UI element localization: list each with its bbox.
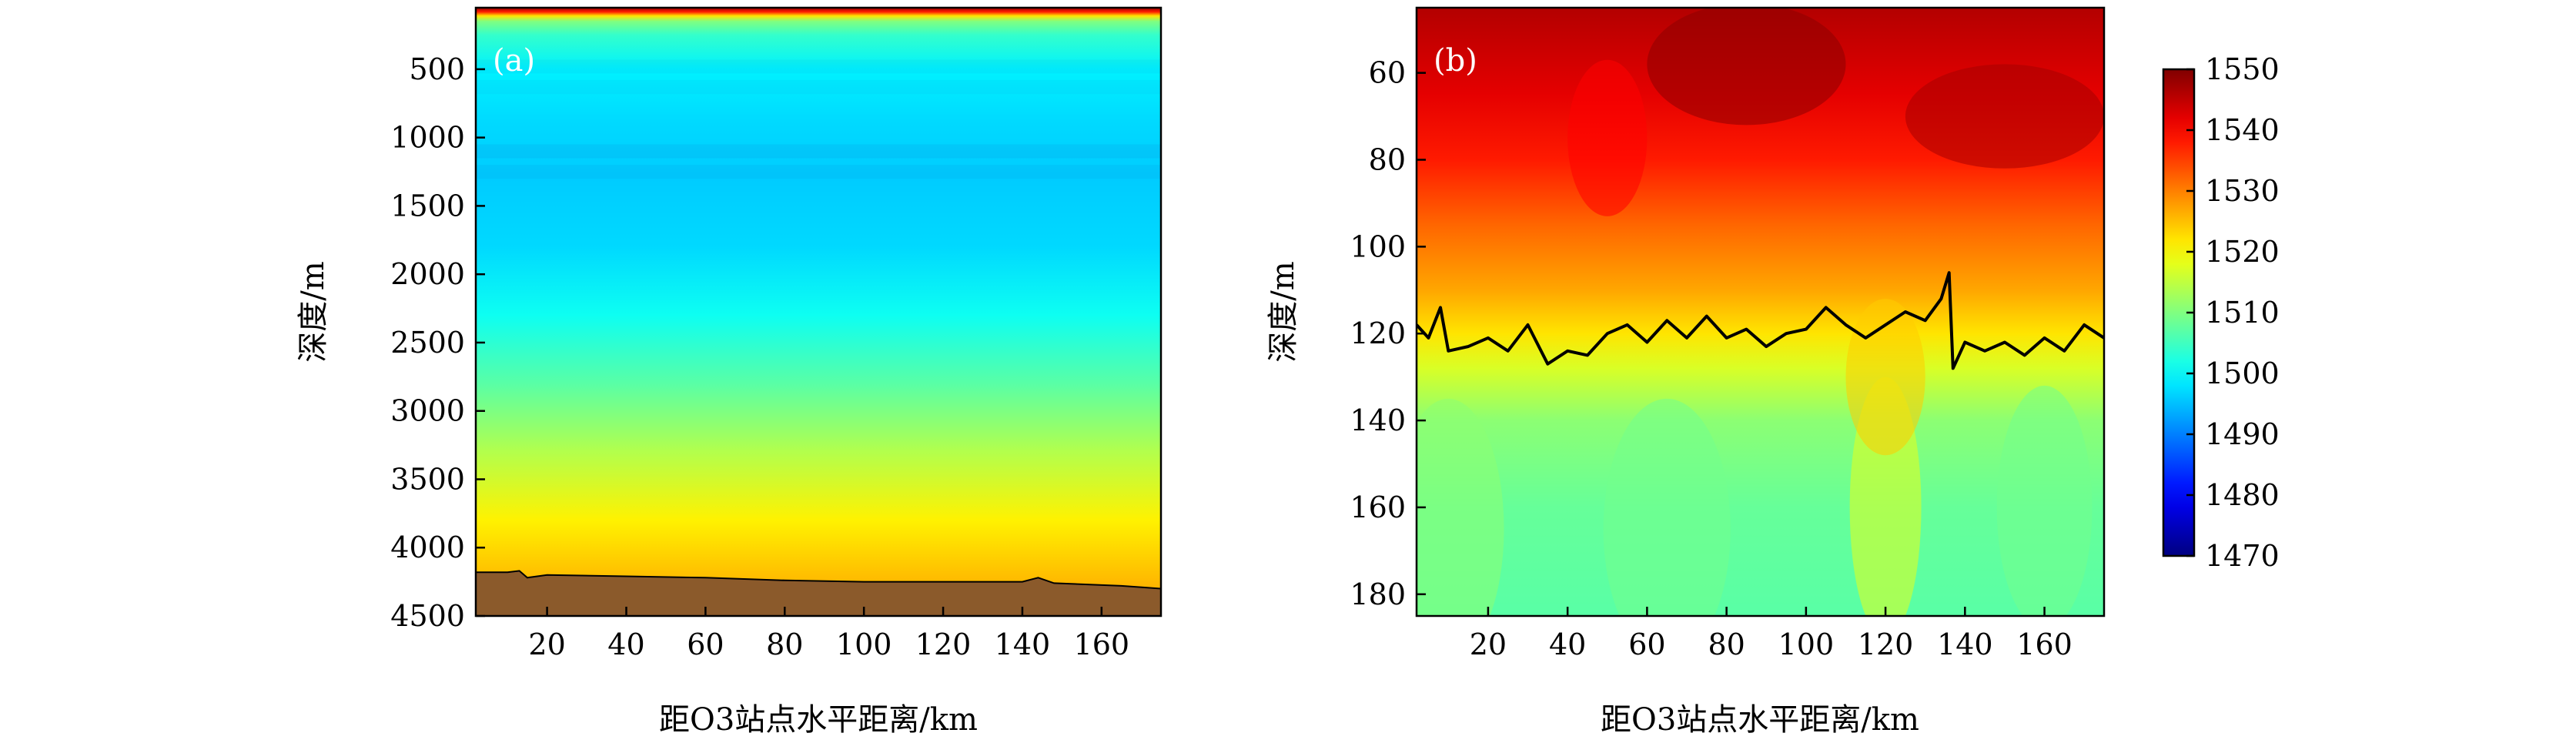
colorbar-tick-label: 1540 [2205, 113, 2280, 147]
panel-b-x-tick-label: 60 [1628, 628, 1665, 661]
colorbar-tick-label: 1510 [2205, 296, 2280, 330]
field-patch-5 [1417, 398, 1504, 616]
colorbar-tick-label: 1500 [2205, 356, 2280, 390]
colorbar-tick-label: 1530 [2205, 174, 2280, 208]
panel-b-x-tick-label: 40 [1549, 628, 1586, 661]
field-patch-7 [1996, 385, 2093, 616]
panel-a-xlabel: 距O3站点水平距离/km [659, 702, 978, 738]
panel-a-x-tick-label: 20 [528, 628, 565, 661]
panel-a-frame [474, 6, 1163, 617]
colorbar: 1470 1480 1490 1500 1510 1520 1530 1540 1550 [2162, 52, 2280, 573]
field-patch-6 [1603, 398, 1731, 616]
colorbar-tick-label: 1550 [2205, 52, 2280, 86]
panel-a-y-tick-label: 1500 [390, 189, 465, 223]
panel-a-field [476, 8, 1161, 616]
panel-a-y-tick-label: 2500 [390, 326, 465, 360]
panel-a-y-tick-label: 1000 [390, 121, 465, 155]
panel-a: 20 40 60 80 100 120 140 160 500 1000 1500 2000 2500… [296, 6, 1163, 738]
panel-b-xlabel: 距O3站点水平距离/km [1601, 702, 1919, 738]
thermocline-line [1417, 271, 2104, 370]
colorbar-ticks: 1470 1480 1490 1500 1510 1520 1530 1540 1550 [2186, 52, 2280, 573]
panel-b-y-tick-label: 80 [1369, 143, 1406, 177]
panel-b-x-ticks: 20 40 60 80 100 120 140 160 [1470, 607, 2073, 661]
colorbar-tick-label: 1520 [2205, 235, 2280, 269]
panel-b-ylabel: 深度/m [1266, 261, 1301, 362]
band-2 [476, 59, 1161, 74]
panel-b-x-tick-label: 80 [1708, 628, 1745, 661]
panel-a-y-ticks: 500 1000 1500 2000 2500 3000 3500 4000 4500 [390, 52, 485, 633]
panel-a-y-tick-label: 2000 [390, 257, 465, 291]
panel-b-frame [1415, 6, 2106, 617]
band-1 [476, 165, 1161, 179]
panel-b-x-tick-label: 120 [1858, 628, 1914, 661]
panel-a-y-tick-label: 3000 [390, 394, 465, 428]
colorbar-tick-label: 1480 [2205, 478, 2280, 512]
panel-a-y-tick-label: 500 [409, 52, 465, 86]
panel-a-x-tick-label: 160 [1074, 628, 1130, 661]
panel-b-y-tick-label: 160 [1350, 490, 1406, 524]
panel-a-x-ticks: 20 40 60 80 100 120 140 160 [528, 607, 1129, 661]
panel-a-x-tick-label: 120 [915, 628, 972, 661]
panel-a-y-tick-label: 4000 [390, 530, 465, 564]
panel-a-ylabel: 深度/m [296, 261, 331, 362]
panel-a-x-tick-label: 80 [766, 628, 803, 661]
panel-a-x-tick-label: 140 [995, 628, 1051, 661]
field-patch-1 [1845, 299, 1925, 456]
panel-a-y-tick-label: 3500 [390, 462, 465, 496]
field-patch-3 [1905, 64, 2104, 169]
panel-b-label: (b) [1434, 43, 1477, 79]
panel-b-y-tick-label: 140 [1350, 403, 1406, 437]
panel-b-x-tick-label: 20 [1470, 628, 1507, 661]
panel-b: 20 40 60 80 100 120 140 160 60 80 100 120 140 160 180… [1266, 6, 2106, 738]
colorbar-tick-label: 1490 [2205, 417, 2280, 451]
seabed-area [475, 570, 1162, 617]
panel-a-y-tick-label: 4500 [390, 599, 465, 633]
panel-b-x-tick-label: 100 [1778, 628, 1835, 661]
band-0 [476, 144, 1161, 159]
panel-b-x-tick-label: 160 [2016, 628, 2073, 661]
panel-a-x-tick-label: 60 [687, 628, 724, 661]
panel-a-x-tick-label: 40 [607, 628, 644, 661]
panel-b-y-tick-label: 120 [1350, 316, 1406, 350]
panel-b-variations [1417, 8, 2104, 616]
field-patch-4 [1567, 59, 1648, 216]
panel-b-y-tick-label: 60 [1369, 56, 1406, 90]
panel-b-y-tick-label: 180 [1350, 577, 1406, 611]
panel-b-y-ticks: 60 80 100 120 140 160 180 [1350, 56, 1426, 611]
panel-b-x-tick-label: 140 [1937, 628, 1993, 661]
panel-b-y-tick-label: 100 [1350, 229, 1406, 263]
field-patch-2 [1647, 8, 1846, 126]
panel-a-x-tick-label: 100 [836, 628, 892, 661]
panel-a-label: (a) [493, 43, 535, 79]
panel-a-banding [476, 59, 1161, 179]
colorbar-tick-label: 1470 [2205, 539, 2280, 573]
band-3 [476, 80, 1161, 95]
